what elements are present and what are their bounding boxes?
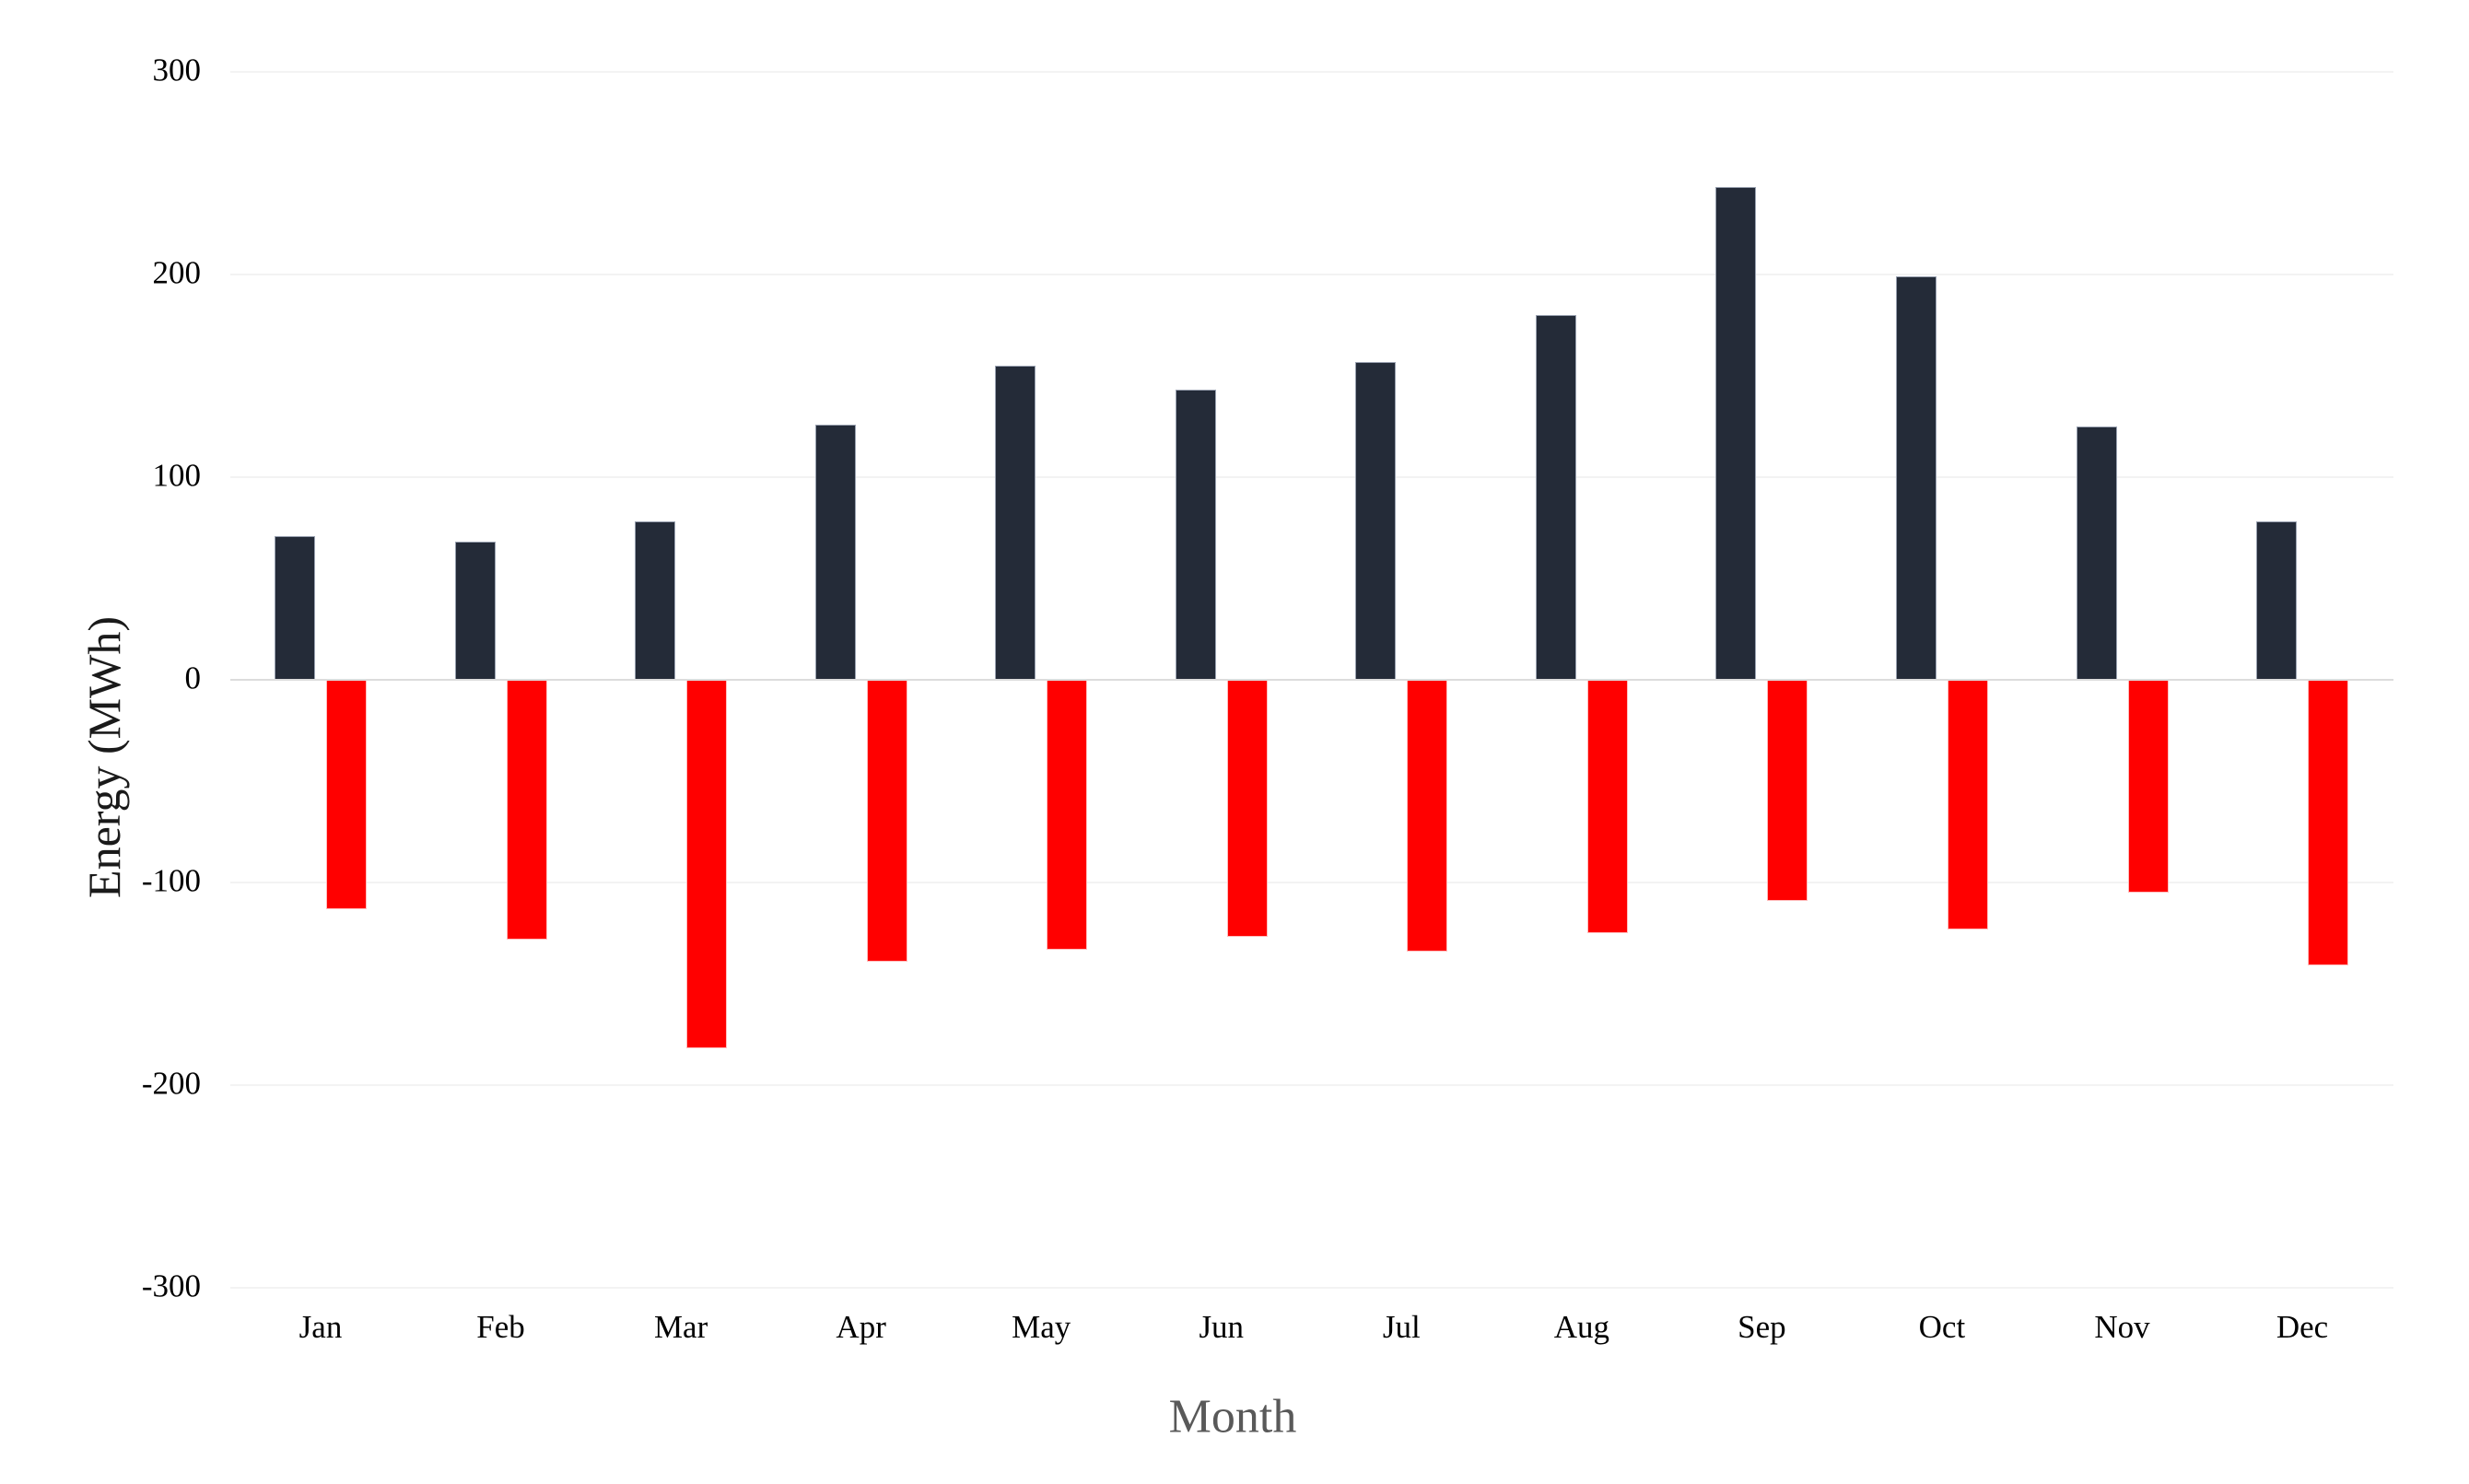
gridline-200: [230, 274, 2393, 275]
y-tick-100: 100: [152, 457, 202, 494]
x-axis-title: Month: [1168, 1390, 1297, 1443]
x-tick-mar: Mar: [653, 1309, 708, 1345]
bar-dark-navy-positive-oct: [1895, 276, 1937, 680]
bar-red-negative-sep: [1767, 680, 1808, 901]
bar-red-negative-feb: [506, 680, 547, 940]
y-tick--100: -100: [141, 862, 201, 899]
x-tick-feb: Feb: [476, 1309, 525, 1345]
bar-dark-navy-positive-jan: [275, 535, 315, 680]
bar-red-negative-may: [1047, 680, 1088, 950]
y-tick-200: 200: [152, 254, 202, 291]
bar-red-negative-nov: [2127, 680, 2169, 893]
gridline-100: [230, 476, 2393, 478]
y-tick-0: 0: [184, 660, 202, 696]
gridline-0: [230, 679, 2393, 681]
bar-red-negative-jul: [1407, 680, 1448, 952]
gridline-300: [230, 71, 2393, 73]
x-tick-jun: Jun: [1199, 1309, 1245, 1345]
x-tick-jan: Jan: [298, 1309, 343, 1345]
bar-dark-navy-positive-apr: [814, 424, 856, 680]
bar-red-negative-mar: [686, 680, 728, 1049]
x-tick-apr: Apr: [836, 1309, 886, 1345]
gridline--200: [230, 1084, 2393, 1086]
bar-red-negative-jan: [326, 680, 367, 909]
bar-red-negative-dec: [2308, 680, 2349, 966]
x-tick-sep: Sep: [1738, 1309, 1786, 1345]
bar-dark-navy-positive-mar: [635, 521, 676, 680]
x-tick-oct: Oct: [1918, 1309, 1966, 1345]
bar-red-negative-aug: [1586, 680, 1628, 933]
y-axis-title: Energy (MWh): [78, 616, 130, 898]
x-tick-may: May: [1012, 1309, 1071, 1345]
bar-dark-navy-positive-feb: [454, 542, 496, 680]
bar-dark-navy-positive-may: [995, 366, 1036, 680]
y-tick--200: -200: [141, 1065, 201, 1102]
x-tick-jul: Jul: [1382, 1309, 1421, 1345]
bar-dark-navy-positive-dec: [2256, 521, 2298, 680]
x-tick-nov: Nov: [2094, 1309, 2150, 1345]
bar-dark-navy-positive-jul: [1355, 361, 1397, 680]
bar-dark-navy-positive-nov: [2076, 427, 2117, 680]
bar-red-negative-apr: [866, 680, 907, 962]
y-tick--300: -300: [141, 1268, 201, 1304]
y-tick-300: 300: [152, 52, 202, 88]
x-tick-aug: Aug: [1553, 1309, 1609, 1345]
x-tick-dec: Dec: [2276, 1309, 2329, 1345]
gridline--100: [230, 882, 2393, 883]
bar-red-negative-oct: [1947, 680, 1988, 929]
bar-red-negative-jun: [1226, 680, 1268, 938]
bar-dark-navy-positive-aug: [1535, 315, 1576, 680]
gridline--300: [230, 1287, 2393, 1289]
bar-dark-navy-positive-jun: [1175, 390, 1216, 680]
bar-dark-navy-positive-sep: [1715, 187, 1757, 680]
